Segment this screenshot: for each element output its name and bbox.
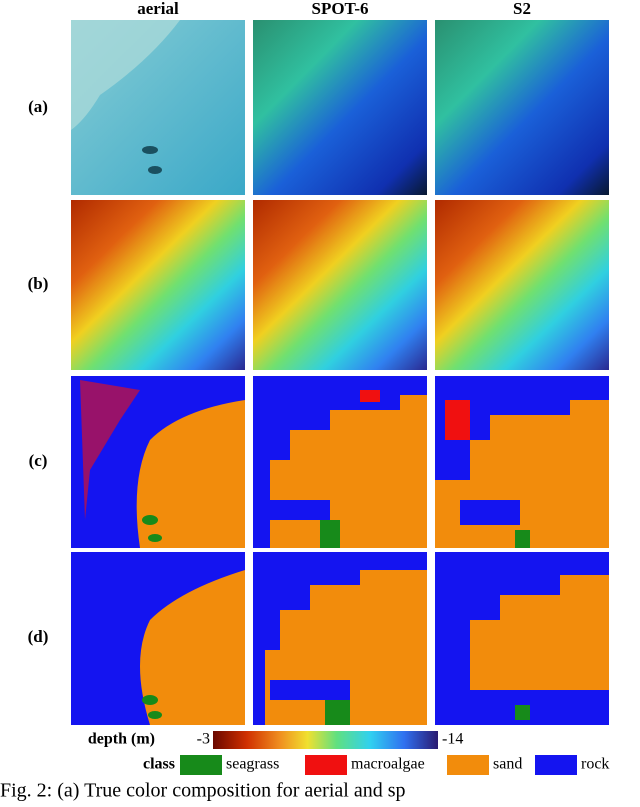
legend-label: seagrass <box>226 756 279 773</box>
depth-max: -14 <box>442 731 463 748</box>
class-legend: seagrass macroalgae sand rock <box>180 755 609 775</box>
image-panel <box>71 376 245 548</box>
legend-swatch <box>447 755 489 775</box>
column-header: SPOT-6 <box>311 0 368 18</box>
row-label: (d) <box>28 627 49 646</box>
image-panel <box>435 376 609 548</box>
depth-legend-label: depth (m) <box>88 731 155 748</box>
legend-swatch <box>535 755 577 775</box>
image-panel <box>435 552 609 725</box>
image-panel <box>71 20 245 195</box>
image-panel <box>253 200 427 370</box>
legend-label: macroalgae <box>351 756 425 773</box>
caption: Fig. 2: (a) True color composition for a… <box>0 780 406 802</box>
row-label: (b) <box>28 274 49 293</box>
image-panel <box>253 376 427 548</box>
image-panel <box>71 200 245 370</box>
legend-swatch <box>305 755 347 775</box>
image-panel <box>435 200 609 370</box>
depth-min: -3 <box>197 731 210 748</box>
column-header: aerial <box>137 0 179 18</box>
column-header: S2 <box>513 0 531 18</box>
image-panel <box>71 552 245 725</box>
class-legend-label: class <box>143 756 175 773</box>
row-label: (a) <box>28 97 48 116</box>
image-panel <box>253 20 427 195</box>
image-panel <box>253 552 427 725</box>
colorbar <box>213 731 438 749</box>
legend-label: sand <box>493 756 522 773</box>
legend-swatch <box>180 755 222 775</box>
row-label: (c) <box>29 451 48 470</box>
image-panel <box>435 20 609 195</box>
legend-label: rock <box>581 756 609 773</box>
